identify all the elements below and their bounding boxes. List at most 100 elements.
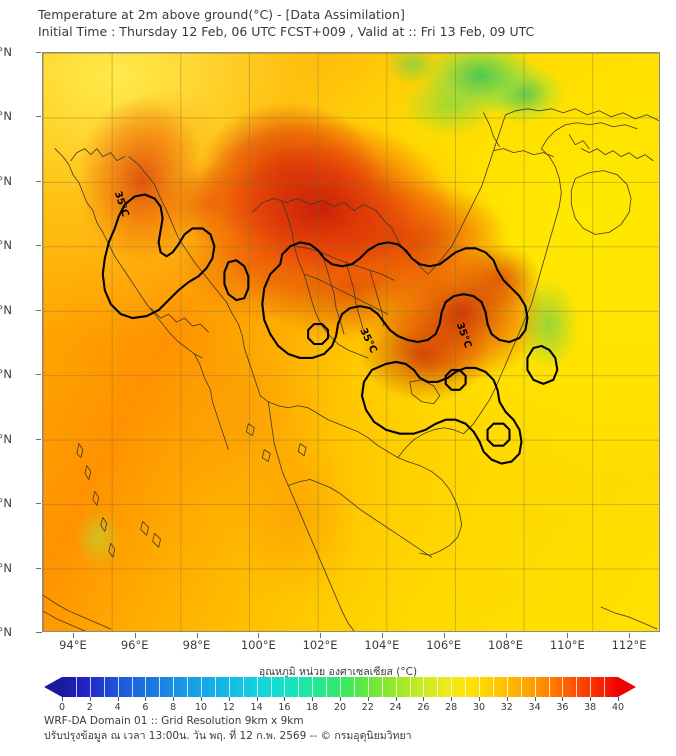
svg-text:35°C: 35°C <box>454 321 473 349</box>
colorbar-cell-divider <box>534 677 536 697</box>
x-axis-tick: 104°E <box>364 638 400 652</box>
y-axis-tick-mark <box>36 374 41 376</box>
x-axis-tick: 96°E <box>120 638 149 652</box>
x-axis-tick: 106°E <box>426 638 462 652</box>
footer-update-info: ปรับปรุงข้อมูล ณ เวลา 13:00น. วัน พฤ. ที… <box>44 730 412 742</box>
y-axis-tick: 10°N <box>0 431 12 446</box>
page-title: Temperature at 2m above ground(°C) - [Da… <box>38 7 405 22</box>
colorbar-tick-mark <box>62 697 63 701</box>
colorbar-tick-mark <box>451 697 453 701</box>
colorbar-gradient <box>62 677 618 697</box>
y-axis-tick: 22°N <box>0 45 12 59</box>
svg-text:35°C: 35°C <box>112 190 131 218</box>
colorbar-tick-mark <box>117 697 119 701</box>
colorbar-cell-divider <box>395 677 397 697</box>
colorbar-cap-low <box>44 677 62 697</box>
colorbar-tick-mark <box>618 697 619 701</box>
colorbar-cell-divider <box>604 677 606 697</box>
colorbar-cell-divider <box>145 677 147 697</box>
colorbar[interactable]: 0 2 4 6 8 10 12 14 16 18 20 22 24 26 28 30 32 34 36 38 40 <box>44 677 636 713</box>
colorbar-cell-divider <box>89 677 91 697</box>
colorbar-tick-label: 32 <box>500 702 513 713</box>
colorbar-cell-divider <box>284 677 286 697</box>
colorbar-tick-label: 34 <box>528 702 541 713</box>
contour-35c-lines <box>101 193 559 465</box>
x-axis-tick-mark <box>320 633 322 638</box>
colorbar-tick-label: 20 <box>333 702 347 713</box>
x-axis-tick: 102°E <box>302 638 338 652</box>
colorbar-tick-label: 14 <box>250 702 263 713</box>
colorbar-cell-divider <box>103 677 105 697</box>
colorbar-cell-divider <box>576 677 578 697</box>
colorbar-cell-divider <box>492 677 494 697</box>
colorbar-cell-divider <box>187 677 189 697</box>
colorbar-cell-divider <box>131 677 133 697</box>
x-axis-tick: 94°E <box>59 638 87 652</box>
colorbar-tick-label: 16 <box>278 702 291 713</box>
colorbar-tick-label: 6 <box>142 702 149 713</box>
colorbar-cap-high <box>618 677 636 697</box>
colorbar-tick-label: 2 <box>86 702 93 713</box>
y-axis-tick-mark <box>36 632 41 633</box>
footer-model-info: WRF-DA Domain 01 :: Grid Resolution 9km … <box>44 715 304 727</box>
colorbar-tick-mark <box>340 697 341 701</box>
colorbar-cell-divider <box>312 677 314 697</box>
colorbar-tick-label: 38 <box>584 702 597 713</box>
colorbar-tick-mark <box>479 697 480 701</box>
colorbar-tick-mark <box>423 697 425 701</box>
x-axis-tick-mark <box>134 633 136 638</box>
colorbar-tick-mark <box>312 697 314 701</box>
x-axis-tick-mark <box>567 633 569 638</box>
map-plot-area[interactable]: 35°C 35°C 35°C <box>37 52 660 633</box>
colorbar-cell-divider <box>520 677 522 697</box>
colorbar-cell-divider <box>214 677 216 697</box>
colorbar-tick-label: 4 <box>114 702 121 713</box>
y-axis-tick-mark <box>36 503 41 505</box>
colorbar-cell-divider <box>75 677 77 697</box>
x-axis-tick: 108°E <box>488 638 523 652</box>
svg-text:35°C: 35°C <box>357 327 378 355</box>
colorbar-cell-divider <box>479 677 480 697</box>
colorbar-tick-mark <box>506 697 508 701</box>
y-axis-tick-mark <box>36 245 41 247</box>
y-axis-tick: 18°N <box>0 173 12 188</box>
y-axis-tick-mark <box>36 567 41 569</box>
colorbar-cell-divider <box>340 677 341 697</box>
colorbar-tick-mark <box>534 697 536 701</box>
y-axis-tick: 20°N <box>0 109 12 124</box>
colorbar-tick-mark <box>89 697 91 701</box>
y-axis-tick-mark <box>36 180 41 182</box>
chart-title-block: Temperature at 2m above ground(°C) - [Da… <box>38 6 658 40</box>
x-axis-tick: 98°E <box>182 638 211 652</box>
colorbar-cell-divider <box>242 677 244 697</box>
colorbar-tick-label: 30 <box>472 702 486 713</box>
colorbar-cell-divider <box>367 677 369 697</box>
colorbar-tick-label: 22 <box>361 702 374 713</box>
colorbar-tick-mark <box>201 697 202 701</box>
y-axis-tick: 8°N <box>0 496 12 511</box>
x-axis-tick-mark <box>196 633 198 638</box>
colorbar-cell-divider <box>506 677 508 697</box>
coastlines-layer <box>43 108 659 631</box>
colorbar-cell-divider <box>353 677 355 697</box>
x-axis-tick: 100°E <box>240 638 276 652</box>
colorbar-cell-divider <box>465 677 467 697</box>
x-axis-tick-mark <box>258 633 260 638</box>
y-axis-tick: 12°N <box>0 367 12 382</box>
map-frame: 35°C 35°C 35°C <box>42 52 660 632</box>
x-axis-tick: 112°E <box>611 638 647 652</box>
colorbar-cell-divider <box>451 677 453 697</box>
colorbar-tick-mark <box>228 697 230 701</box>
y-axis-tick: 14°N <box>0 302 12 317</box>
colorbar-tick-mark <box>284 697 286 701</box>
x-axis-tick-mark <box>72 633 74 638</box>
colorbar-cell-divider <box>201 677 202 697</box>
colorbar-tick-label: 0 <box>58 702 66 713</box>
colorbar-title: อุณหภูมิ หน่วย องศาเซลเซียส (°C) <box>258 666 418 678</box>
colorbar-tick-mark <box>145 697 147 701</box>
x-axis-tick: 110°E <box>549 638 585 652</box>
colorbar-tick-label: 24 <box>389 702 402 713</box>
colorbar-tick-label: 18 <box>306 702 319 713</box>
colorbar-tick-mark <box>173 697 175 701</box>
colorbar-cell-divider <box>326 677 328 697</box>
